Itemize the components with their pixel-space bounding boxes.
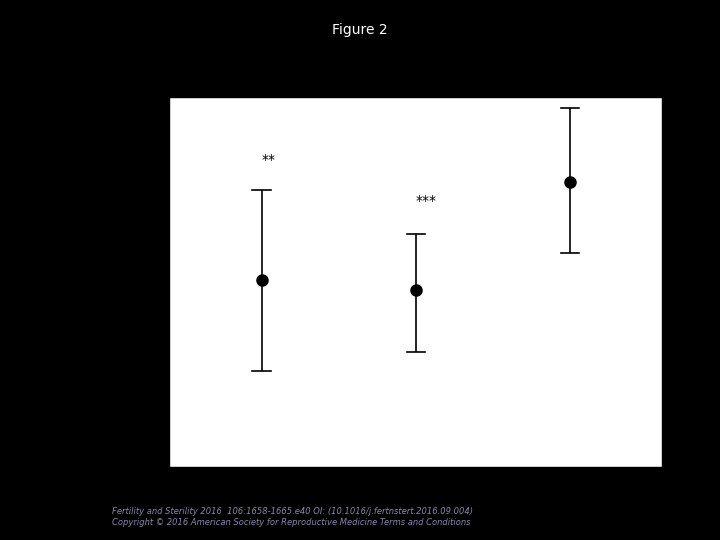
Text: ***: *** <box>416 194 437 208</box>
Text: Copyright © 2016 American Society for Reproductive Medicine Terms and Conditions: Copyright © 2016 American Society for Re… <box>112 518 470 526</box>
Text: Figure 2: Figure 2 <box>332 23 388 37</box>
Y-axis label: Caspase3 activity (O.D.405nm): Caspase3 activity (O.D.405nm) <box>109 184 122 380</box>
Text: **: ** <box>261 153 276 167</box>
Text: Fertility and Sterility 2016  106:1658-1665.e40 OI: (10.1016/j.fertnstert.2016.0: Fertility and Sterility 2016 106:1658-16… <box>112 508 472 516</box>
